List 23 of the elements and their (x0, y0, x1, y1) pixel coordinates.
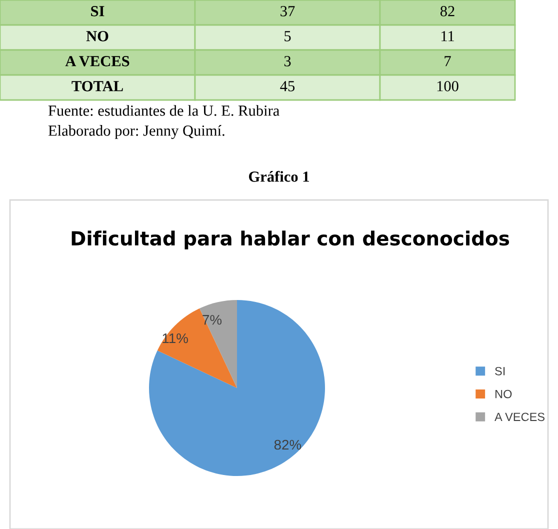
text: 37 (280, 6, 295, 16)
text: SI (91, 6, 104, 16)
text: Elaborado por: Jenny Quimí. (48, 125, 224, 139)
pie-slice (149, 300, 325, 476)
legend-label: NO (495, 390, 512, 398)
legend-label: A VECES (494, 412, 544, 422)
chart-title: Dificultad para hablar con desconocidos (72, 230, 510, 250)
pie-slice (157, 308, 237, 388)
text: 5 (284, 31, 291, 42)
text: Gráfico 1 (248, 170, 309, 182)
text: 3 (284, 56, 291, 66)
text: 100 (437, 81, 458, 92)
text: 82 (440, 6, 454, 16)
legend-label: SI (495, 366, 505, 376)
text: 11 (441, 31, 454, 42)
text: 45 (280, 81, 295, 92)
text: A VECES (65, 56, 130, 66)
data-label: 82% (274, 440, 302, 450)
text: TOTAL (72, 81, 123, 92)
source-note: Fuente: estudiantes de la U. E. Rubira (48, 105, 280, 116)
text: NO (86, 31, 108, 42)
pie-slice (200, 300, 237, 388)
text: 7 (444, 56, 451, 66)
